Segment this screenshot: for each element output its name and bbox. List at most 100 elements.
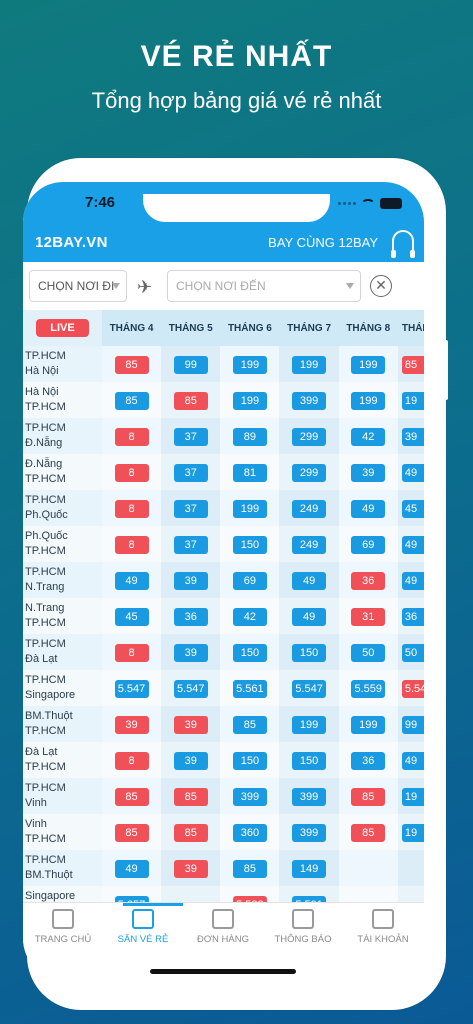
close-circle-icon[interactable]: ✕ — [370, 275, 392, 297]
price-badge[interactable]: 36 — [401, 607, 424, 626]
price-badge[interactable]: 199 — [292, 715, 327, 734]
price-badge[interactable]: 42 — [232, 607, 267, 626]
price-badge[interactable]: 89 — [232, 427, 267, 446]
price-badge[interactable]: 5.547 — [173, 679, 208, 698]
price-badge[interactable]: 85 — [173, 391, 208, 410]
price-badge[interactable]: 50 — [401, 643, 424, 662]
price-badge[interactable]: 49 — [351, 499, 386, 518]
price-badge[interactable]: 85 — [173, 823, 208, 842]
tab-account[interactable]: TÀI KHOẢN — [343, 909, 423, 945]
price-badge[interactable]: 45 — [114, 607, 149, 626]
fare-table-scroll[interactable]: LIVE THÁNG 4 THÁNG 5 THÁNG 6 THÁNG 7 THÁ… — [23, 310, 424, 924]
fare-row[interactable]: BM.Thuột TP.HCM 39 39 85 199 199 99 — [23, 706, 424, 742]
headset-icon[interactable] — [391, 230, 415, 258]
price-badge[interactable]: 199 — [292, 355, 327, 374]
plane-icon[interactable]: ✈ — [137, 277, 153, 297]
price-badge[interactable]: 39 — [401, 427, 424, 446]
price-badge[interactable]: 85 — [114, 823, 149, 842]
price-badge[interactable]: 8 — [114, 427, 149, 446]
price-badge[interactable]: 150 — [292, 751, 327, 770]
price-badge[interactable]: 8 — [114, 643, 149, 662]
price-badge[interactable]: 8 — [114, 751, 149, 770]
price-badge[interactable]: 5.561 — [232, 679, 267, 698]
price-badge[interactable]: 37 — [173, 463, 208, 482]
price-badge[interactable]: 81 — [232, 463, 267, 482]
price-badge[interactable]: 5.547 — [292, 679, 327, 698]
price-badge[interactable]: 19 — [401, 391, 424, 410]
price-badge[interactable]: 399 — [232, 787, 267, 806]
price-badge[interactable]: 199 — [232, 391, 267, 410]
price-badge[interactable]: 5.54 — [401, 679, 424, 698]
brand-logo[interactable]: 12BAY.VN — [35, 234, 108, 251]
price-badge[interactable]: 150 — [232, 643, 267, 662]
price-badge[interactable]: 199 — [232, 355, 267, 374]
price-badge[interactable]: 50 — [351, 643, 386, 662]
fare-row[interactable]: Ph.Quốc TP.HCM 8 37 150 249 69 49 — [23, 526, 424, 562]
price-badge[interactable]: 37 — [173, 499, 208, 518]
price-badge[interactable]: 36 — [173, 607, 208, 626]
price-badge[interactable]: 37 — [173, 427, 208, 446]
price-badge[interactable]: 8 — [114, 463, 149, 482]
price-badge[interactable]: 69 — [232, 571, 267, 590]
price-badge[interactable]: 8 — [114, 499, 149, 518]
price-badge[interactable]: 39 — [173, 715, 208, 734]
price-badge[interactable]: 399 — [292, 787, 327, 806]
price-badge[interactable]: 199 — [351, 355, 386, 374]
price-badge[interactable]: 85 — [351, 787, 386, 806]
price-badge[interactable]: 39 — [173, 751, 208, 770]
price-badge[interactable]: 199 — [232, 499, 267, 518]
price-badge[interactable]: 150 — [232, 751, 267, 770]
price-badge[interactable]: 99 — [401, 715, 424, 734]
fare-row[interactable]: TP.HCM Vinh 85 85 399 399 85 19 — [23, 778, 424, 814]
tab-notifications[interactable]: THÔNG BÁO — [263, 909, 343, 945]
tab-deals[interactable]: SĂN VÉ RẺ — [103, 909, 183, 945]
price-badge[interactable]: 199 — [351, 715, 386, 734]
price-badge[interactable]: 249 — [292, 499, 327, 518]
price-badge[interactable]: 199 — [351, 391, 386, 410]
price-badge[interactable]: 85 — [114, 355, 149, 374]
price-badge[interactable]: 85 — [232, 859, 267, 878]
destination-select[interactable]: CHỌN NƠI ĐẾN — [167, 270, 361, 302]
price-badge[interactable]: 150 — [232, 535, 267, 554]
price-badge[interactable]: 49 — [401, 463, 424, 482]
live-badge[interactable]: LIVE — [36, 319, 89, 337]
price-badge[interactable]: 39 — [173, 859, 208, 878]
fare-row[interactable]: TP.HCM N.Trang 49 39 69 49 36 49 — [23, 562, 424, 598]
price-badge[interactable]: 85 — [232, 715, 267, 734]
fare-row[interactable]: TP.HCM Singapore 5.547 5.547 5.561 5.547 5.559… — [23, 670, 424, 706]
price-badge[interactable]: 249 — [292, 535, 327, 554]
price-badge[interactable]: 5.547 — [114, 679, 149, 698]
fare-row[interactable]: TP.HCM Đ.Nẵng 8 37 89 299 42 39 — [23, 418, 424, 454]
price-badge[interactable]: 299 — [292, 463, 327, 482]
fare-row[interactable]: Đ.Nẵng TP.HCM 8 37 81 299 39 49 — [23, 454, 424, 490]
price-badge[interactable]: 149 — [292, 859, 327, 878]
fare-row[interactable]: Vinh TP.HCM 85 85 360 399 85 19 — [23, 814, 424, 850]
price-badge[interactable]: 49 — [401, 535, 424, 554]
price-badge[interactable]: 150 — [292, 643, 327, 662]
price-badge[interactable]: 49 — [292, 571, 327, 590]
price-badge[interactable]: 39 — [173, 643, 208, 662]
price-badge[interactable]: 49 — [292, 607, 327, 626]
price-badge[interactable]: 39 — [351, 463, 386, 482]
price-badge[interactable]: 19 — [401, 823, 424, 842]
tab-home[interactable]: TRANG CHỦ — [23, 909, 103, 945]
price-badge[interactable]: 399 — [292, 391, 327, 410]
price-badge[interactable]: 8 — [114, 535, 149, 554]
price-badge[interactable]: 45 — [401, 499, 424, 518]
price-badge[interactable]: 49 — [114, 859, 149, 878]
price-badge[interactable]: 69 — [351, 535, 386, 554]
price-badge[interactable]: 37 — [173, 535, 208, 554]
fare-row[interactable]: Hà Nội TP.HCM 85 85 199 399 199 19 — [23, 382, 424, 418]
price-badge[interactable]: 36 — [351, 571, 386, 590]
fare-row[interactable]: TP.HCM Hà Nội 85 99 199 199 199 85 — [23, 346, 424, 382]
origin-select[interactable]: CHỌN NƠI ĐI — [29, 270, 127, 302]
price-badge[interactable]: 85 — [401, 355, 424, 374]
price-badge[interactable]: 49 — [114, 571, 149, 590]
fare-row[interactable]: Đà Lạt TP.HCM 8 39 150 150 36 49 — [23, 742, 424, 778]
price-badge[interactable]: 299 — [292, 427, 327, 446]
price-badge[interactable]: 39 — [173, 571, 208, 590]
price-badge[interactable]: 85 — [351, 823, 386, 842]
fare-row[interactable]: TP.HCM Ph.Quốc 8 37 199 249 49 45 — [23, 490, 424, 526]
price-badge[interactable]: 39 — [114, 715, 149, 734]
fare-row[interactable]: TP.HCM Đà Lạt 8 39 150 150 50 50 — [23, 634, 424, 670]
